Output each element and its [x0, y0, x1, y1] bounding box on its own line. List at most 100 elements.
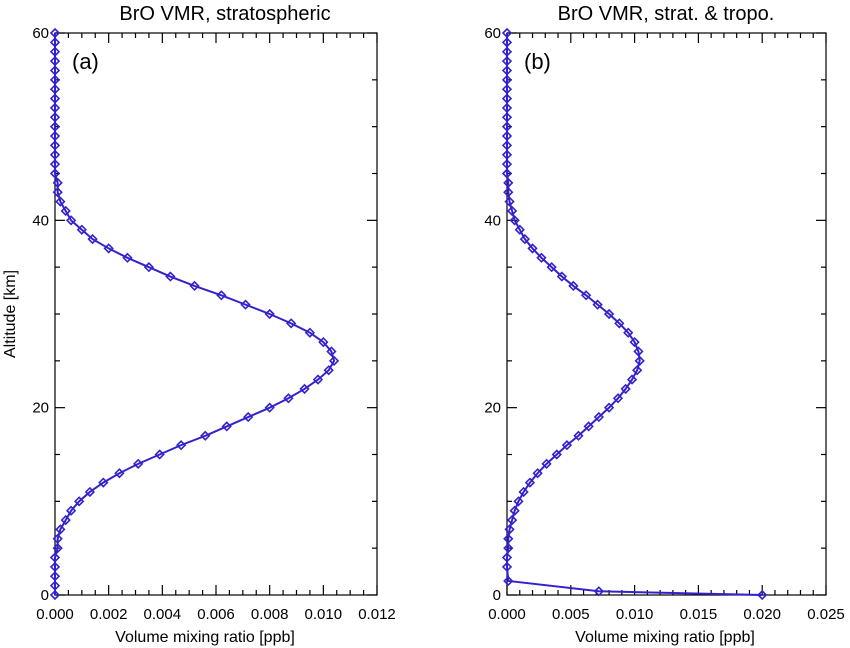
data-point [299, 383, 310, 395]
data-point [286, 318, 297, 329]
x-axis-label: Volume mixing ratio [ppb] [575, 629, 755, 646]
x-tick-label: 0.010 [616, 606, 654, 623]
x-tick-label: 0.002 [90, 606, 128, 623]
plot-frame [506, 32, 827, 596]
data-point [49, 102, 61, 114]
data-point [629, 336, 640, 348]
data-point [626, 374, 638, 385]
data-point [633, 346, 644, 357]
data-point [264, 308, 275, 320]
data-point [632, 365, 643, 376]
data-point [580, 290, 592, 301]
chart-title: BrO VMR, strat. & tropo. [558, 3, 775, 25]
data-point [65, 215, 77, 226]
data-point [49, 37, 61, 48]
data-point [573, 430, 584, 441]
data-point [264, 402, 275, 413]
data-point [593, 586, 605, 597]
data-point [103, 243, 114, 254]
data-point [501, 130, 513, 142]
data-point [501, 27, 513, 39]
data-point [49, 65, 61, 76]
data-point [49, 84, 61, 95]
data-point [304, 327, 316, 338]
data-point [49, 130, 61, 142]
data-point [221, 421, 232, 432]
data-point [98, 477, 109, 488]
data-point [503, 575, 514, 587]
data-point [501, 65, 513, 76]
x-tick-label: 0.004 [144, 606, 182, 623]
data-point [318, 336, 329, 348]
panel-b: BrO VMR, strat. & tropo. 0.000 0.005 0.010 0… [484, 3, 844, 646]
data-point [509, 505, 520, 516]
data-point [243, 411, 254, 423]
data-point [49, 93, 61, 104]
data-point [506, 514, 518, 526]
y-tick-label: 0 [493, 587, 501, 604]
data-point [503, 533, 514, 544]
x-tick-label: 0.005 [552, 606, 590, 623]
data-point [561, 440, 573, 451]
y-axis-label: Altitude [km] [2, 270, 19, 358]
data-point [536, 252, 547, 263]
data-point [60, 514, 71, 526]
data-point [612, 393, 624, 404]
x-tick-label: 0.025 [807, 606, 845, 623]
data-point [620, 383, 631, 395]
data-point [518, 486, 529, 498]
y-tick-label: 60 [484, 25, 501, 42]
data-point [614, 318, 625, 329]
x-axis-label: Volume mixing ratio [ppb] [115, 629, 295, 646]
data-point [49, 27, 61, 39]
x-tick-label: 0.020 [743, 606, 781, 623]
panel-label: (a) [72, 49, 99, 74]
data-point [623, 327, 634, 338]
data-point [501, 46, 513, 57]
data-point [556, 271, 567, 282]
data-point [216, 290, 227, 301]
data-point [52, 543, 63, 554]
data-point [84, 486, 96, 498]
data-point [501, 112, 513, 123]
data-point [501, 159, 513, 170]
data-point [133, 458, 144, 469]
data-point [49, 46, 61, 57]
data-point [551, 449, 562, 460]
data-point [527, 243, 538, 254]
data-point [501, 37, 513, 48]
data-point [501, 149, 513, 160]
x-tick-label: 0.000 [36, 606, 74, 623]
x-tick-label: 0.000 [488, 606, 526, 623]
data-point [87, 233, 98, 245]
x-tick-label: 0.006 [197, 606, 235, 623]
series-line [506, 33, 763, 596]
data-point [501, 102, 513, 114]
data-point [501, 55, 513, 67]
data-point [634, 355, 645, 366]
data-point [52, 533, 63, 544]
data-point [568, 280, 579, 292]
chart-title: BrO VMR, stratospheric [119, 3, 330, 25]
data-point [49, 121, 61, 132]
data-point [49, 580, 61, 591]
data-point [122, 252, 133, 263]
data-point [501, 552, 513, 563]
data-point [154, 449, 165, 460]
panel-label: (b) [524, 49, 551, 74]
data-point [175, 440, 187, 451]
panel-a: BrO VMR, stratospheric 0.000 0.002 0.004 0.0… [2, 3, 396, 646]
data-point [503, 187, 514, 198]
data-point [55, 524, 66, 535]
data-point [240, 299, 251, 310]
data-point [65, 505, 77, 516]
data-point [200, 430, 211, 441]
x-tick-label: 0.012 [358, 606, 396, 623]
data-point [506, 205, 518, 217]
data-point [501, 140, 513, 151]
data-point [49, 571, 61, 582]
data-point [501, 168, 513, 179]
data-point [49, 74, 61, 85]
data-point [593, 411, 605, 423]
